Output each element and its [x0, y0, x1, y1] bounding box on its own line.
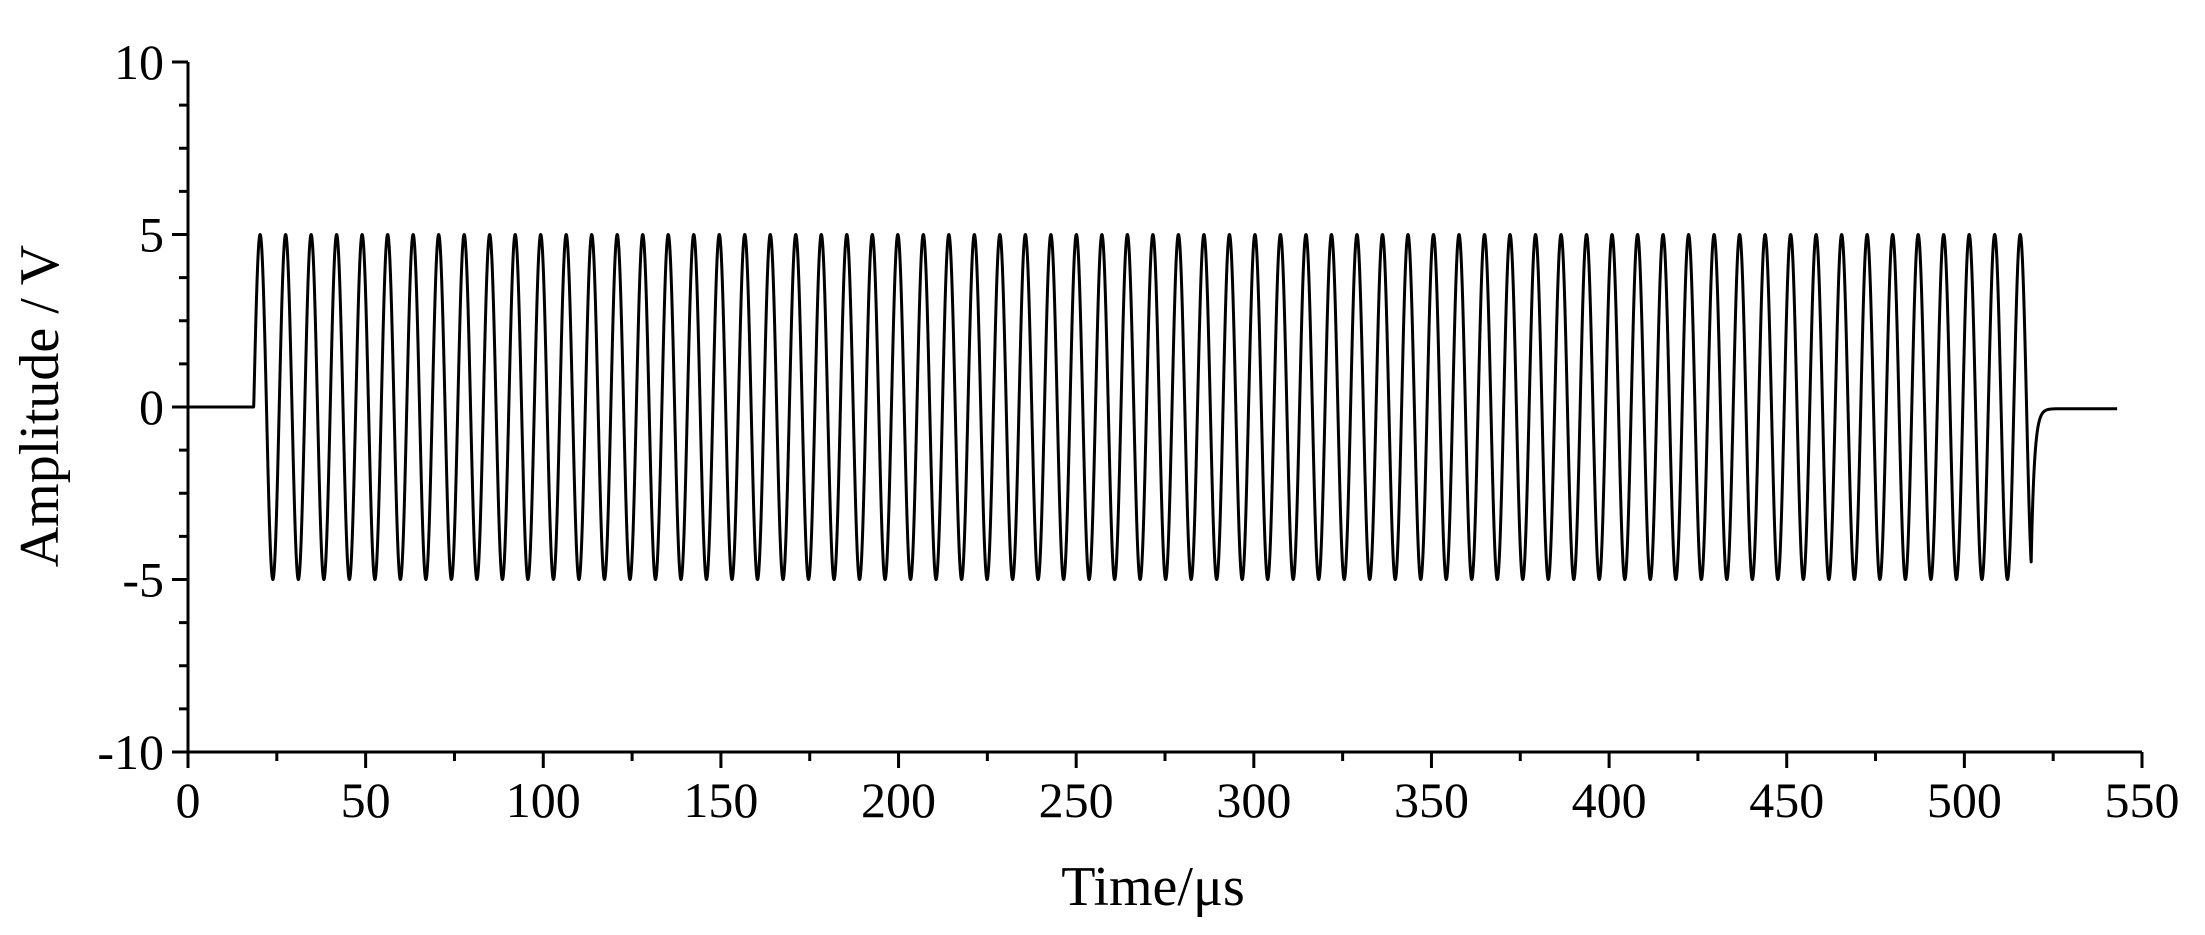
y-tick-label: -5: [122, 552, 164, 608]
x-tick-label: 200: [861, 772, 936, 828]
tick-labels: 0 50 100 150 200 250 300 350 400 450 500 550 -10 -5 0 5…: [97, 34, 2179, 828]
series-line-0: [186, 233, 2119, 581]
x-axis-title: Time/μs: [1061, 856, 1245, 918]
x-tick-label: 150: [683, 772, 758, 828]
x-tick-label: 450: [1749, 772, 1824, 828]
x-tick-label: 500: [1927, 772, 2002, 828]
y-tick-label: 5: [139, 207, 164, 263]
y-tick-label: 0: [139, 379, 164, 435]
y-axis-title: Amplitude / V: [9, 245, 71, 568]
x-tick-label: 0: [176, 772, 201, 828]
x-tick-label: 250: [1039, 772, 1114, 828]
y-tick-label: -10: [97, 724, 164, 780]
x-tick-label: 300: [1216, 772, 1291, 828]
x-tick-label: 350: [1394, 772, 1469, 828]
x-tick-label: 50: [341, 772, 391, 828]
x-tick-label: 550: [2105, 772, 2180, 828]
tick-marks: [172, 60, 2144, 768]
x-tick-label: 400: [1572, 772, 1647, 828]
plot-area: [186, 233, 2119, 581]
y-tick-label: 10: [114, 34, 164, 90]
x-tick-label: 100: [506, 772, 581, 828]
